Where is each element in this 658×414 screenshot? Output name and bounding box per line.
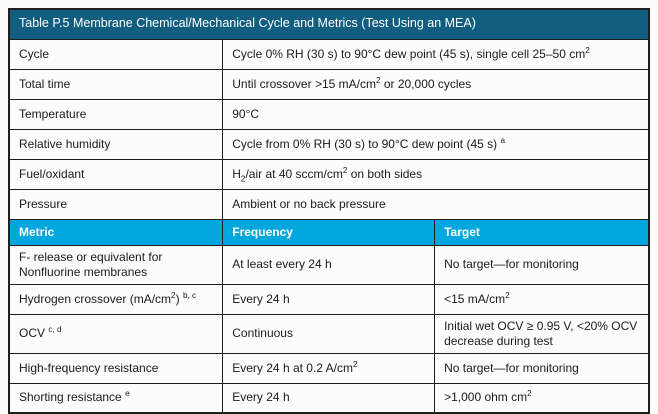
row-label: Cycle [8, 38, 224, 70]
spec-row-fuel-oxidant: Fuel/oxidant H2/air at 40 sccm/cm2 on bo… [8, 158, 650, 190]
target-cell: No target—for monitoring [434, 352, 650, 384]
table-title: Table P.5 Membrane Chemical/Mechanical C… [8, 8, 650, 40]
row-label: Temperature [8, 98, 224, 130]
metric-row-f-release: F- release or equivalent for Nonfluorine… [8, 244, 650, 285]
target-column-header: Target [434, 218, 650, 246]
row-label: Total time [8, 68, 224, 100]
target-cell: >1,000 ohm cm2 [434, 382, 650, 414]
spec-row-pressure: Pressure Ambient or no back pressure [8, 188, 650, 220]
frequency-column-header: Frequency [222, 218, 436, 246]
frequency-cell: Continuous [222, 313, 436, 354]
metric-row-hydrogen-crossover: Hydrogen crossover (mA/cm2) b, c Every 2… [8, 283, 650, 315]
spec-row-total-time: Total time Until crossover >15 mA/cm2 or… [8, 68, 650, 100]
row-label: Pressure [8, 188, 224, 220]
frequency-cell: Every 24 h [222, 382, 436, 414]
frequency-cell: Every 24 h at 0.2 A/cm2 [222, 352, 436, 384]
row-label: Relative humidity [8, 128, 224, 160]
table-title-row: Table P.5 Membrane Chemical/Mechanical C… [8, 8, 650, 40]
spec-row-relative-humidity: Relative humidity Cycle from 0% RH (30 s… [8, 128, 650, 160]
row-value: Ambient or no back pressure [222, 188, 650, 220]
membrane-cycle-metrics-table: Table P.5 Membrane Chemical/Mechanical C… [8, 8, 650, 414]
frequency-cell: At least every 24 h [222, 244, 436, 285]
metric-column-header: Metric [8, 218, 224, 246]
target-cell: <15 mA/cm2 [434, 283, 650, 315]
metric-cell: High-frequency resistance [8, 352, 224, 384]
metric-cell: Hydrogen crossover (mA/cm2) b, c [8, 283, 224, 315]
metric-header-row: Metric Frequency Target [8, 218, 650, 246]
metric-cell: OCV c, d [8, 313, 224, 354]
target-cell: Initial wet OCV ≥ 0.95 V, <20% OCV decre… [434, 313, 650, 354]
spec-row-cycle: Cycle Cycle 0% RH (30 s) to 90°C dew poi… [8, 38, 650, 70]
target-cell: No target—for monitoring [434, 244, 650, 285]
row-value: 90°C [222, 98, 650, 130]
metric-row-ocv: OCV c, d Continuous Initial wet OCV ≥ 0.… [8, 313, 650, 354]
frequency-cell: Every 24 h [222, 283, 436, 315]
row-value: Cycle 0% RH (30 s) to 90°C dew point (45… [222, 38, 650, 70]
metric-row-high-frequency-resistance: High-frequency resistance Every 24 h at … [8, 352, 650, 384]
row-value: Until crossover >15 mA/cm2 or 20,000 cyc… [222, 68, 650, 100]
spec-row-temperature: Temperature 90°C [8, 98, 650, 130]
metric-row-shorting-resistance: Shorting resistance e Every 24 h >1,000 … [8, 382, 650, 414]
row-label: Fuel/oxidant [8, 158, 224, 190]
row-value: H2/air at 40 sccm/cm2 on both sides [222, 158, 650, 190]
row-value: Cycle from 0% RH (30 s) to 90°C dew poin… [222, 128, 650, 160]
metric-cell: Shorting resistance e [8, 382, 224, 414]
metric-cell: F- release or equivalent for Nonfluorine… [8, 244, 224, 285]
